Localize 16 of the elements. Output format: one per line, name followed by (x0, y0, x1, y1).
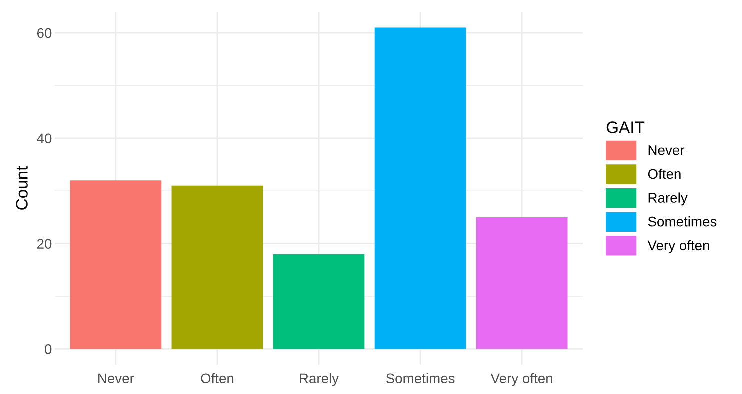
x-tick-label: Never (98, 374, 134, 384)
y-axis-title: Count (16, 166, 28, 210)
legend-label: Often (648, 168, 681, 180)
legend-title: GAIT (606, 122, 645, 134)
x-tick-label: Rarely (300, 373, 340, 386)
legend-label: Rarely (648, 192, 688, 206)
y-tick-label: 0 (45, 344, 52, 354)
legend-label: Very often (648, 240, 710, 254)
x-tick-label: Very often (490, 373, 552, 386)
y-tick-label: 20 (37, 239, 52, 249)
legend-label: Never (648, 146, 685, 156)
legend-label: Sometimes (648, 216, 717, 227)
y-tick-label: 60 (37, 28, 52, 38)
y-tick-label: 40 (37, 134, 52, 144)
x-tick-label: Often (201, 373, 234, 384)
x-tick-label: Sometimes (386, 373, 455, 384)
